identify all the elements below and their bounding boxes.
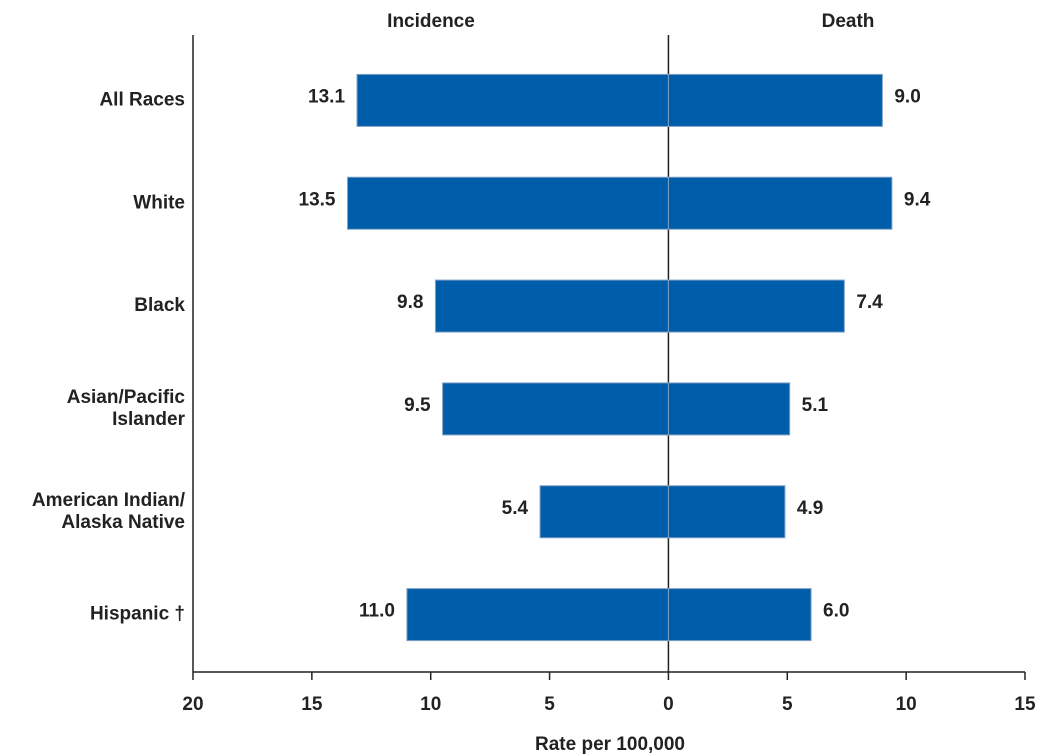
- category-label: Black: [134, 295, 185, 316]
- value-label: 9.0: [894, 86, 920, 107]
- value-label: 13.1: [308, 86, 345, 107]
- bar: [356, 73, 669, 127]
- bar: [347, 176, 669, 230]
- x-tick-label: 10: [420, 694, 441, 715]
- bar: [667, 279, 845, 333]
- x-axis-title: Rate per 100,000: [535, 734, 685, 755]
- value-label: 9.4: [904, 189, 931, 210]
- series-label: Incidence: [387, 11, 475, 32]
- x-tick-label: 5: [782, 694, 793, 715]
- x-tick-label: 15: [301, 694, 323, 715]
- category-label: Asian/Pacific Islander: [67, 387, 186, 430]
- category-label: All Races: [99, 89, 185, 110]
- x-tick-label: 5: [544, 694, 555, 715]
- value-label: 6.0: [823, 601, 849, 622]
- value-label: 9.8: [397, 292, 423, 313]
- x-tick-label: 20: [182, 694, 203, 715]
- bar: [667, 176, 893, 230]
- x-tick-label: 15: [1014, 694, 1036, 715]
- bar: [667, 485, 786, 539]
- bar: [667, 382, 791, 436]
- value-label: 13.5: [299, 189, 336, 210]
- value-label: 9.5: [404, 395, 431, 416]
- value-label: 5.4: [502, 498, 529, 519]
- bar: [667, 588, 812, 642]
- category-label: White: [133, 192, 185, 213]
- value-label: 5.1: [802, 395, 829, 416]
- x-tick-label: 10: [896, 694, 917, 715]
- category-label: American Indian/Alaska Native: [32, 490, 186, 533]
- value-label: 7.4: [856, 292, 883, 313]
- value-label: 11.0: [359, 601, 395, 622]
- x-tick-label: 0: [663, 694, 674, 715]
- series-label: Death: [822, 11, 875, 32]
- bar: [539, 485, 669, 539]
- category-label: Hispanic †: [90, 604, 185, 625]
- bar: [406, 588, 669, 642]
- bar: [442, 382, 669, 436]
- bar: [434, 279, 669, 333]
- value-label: 4.9: [797, 498, 823, 519]
- bar: [667, 73, 883, 127]
